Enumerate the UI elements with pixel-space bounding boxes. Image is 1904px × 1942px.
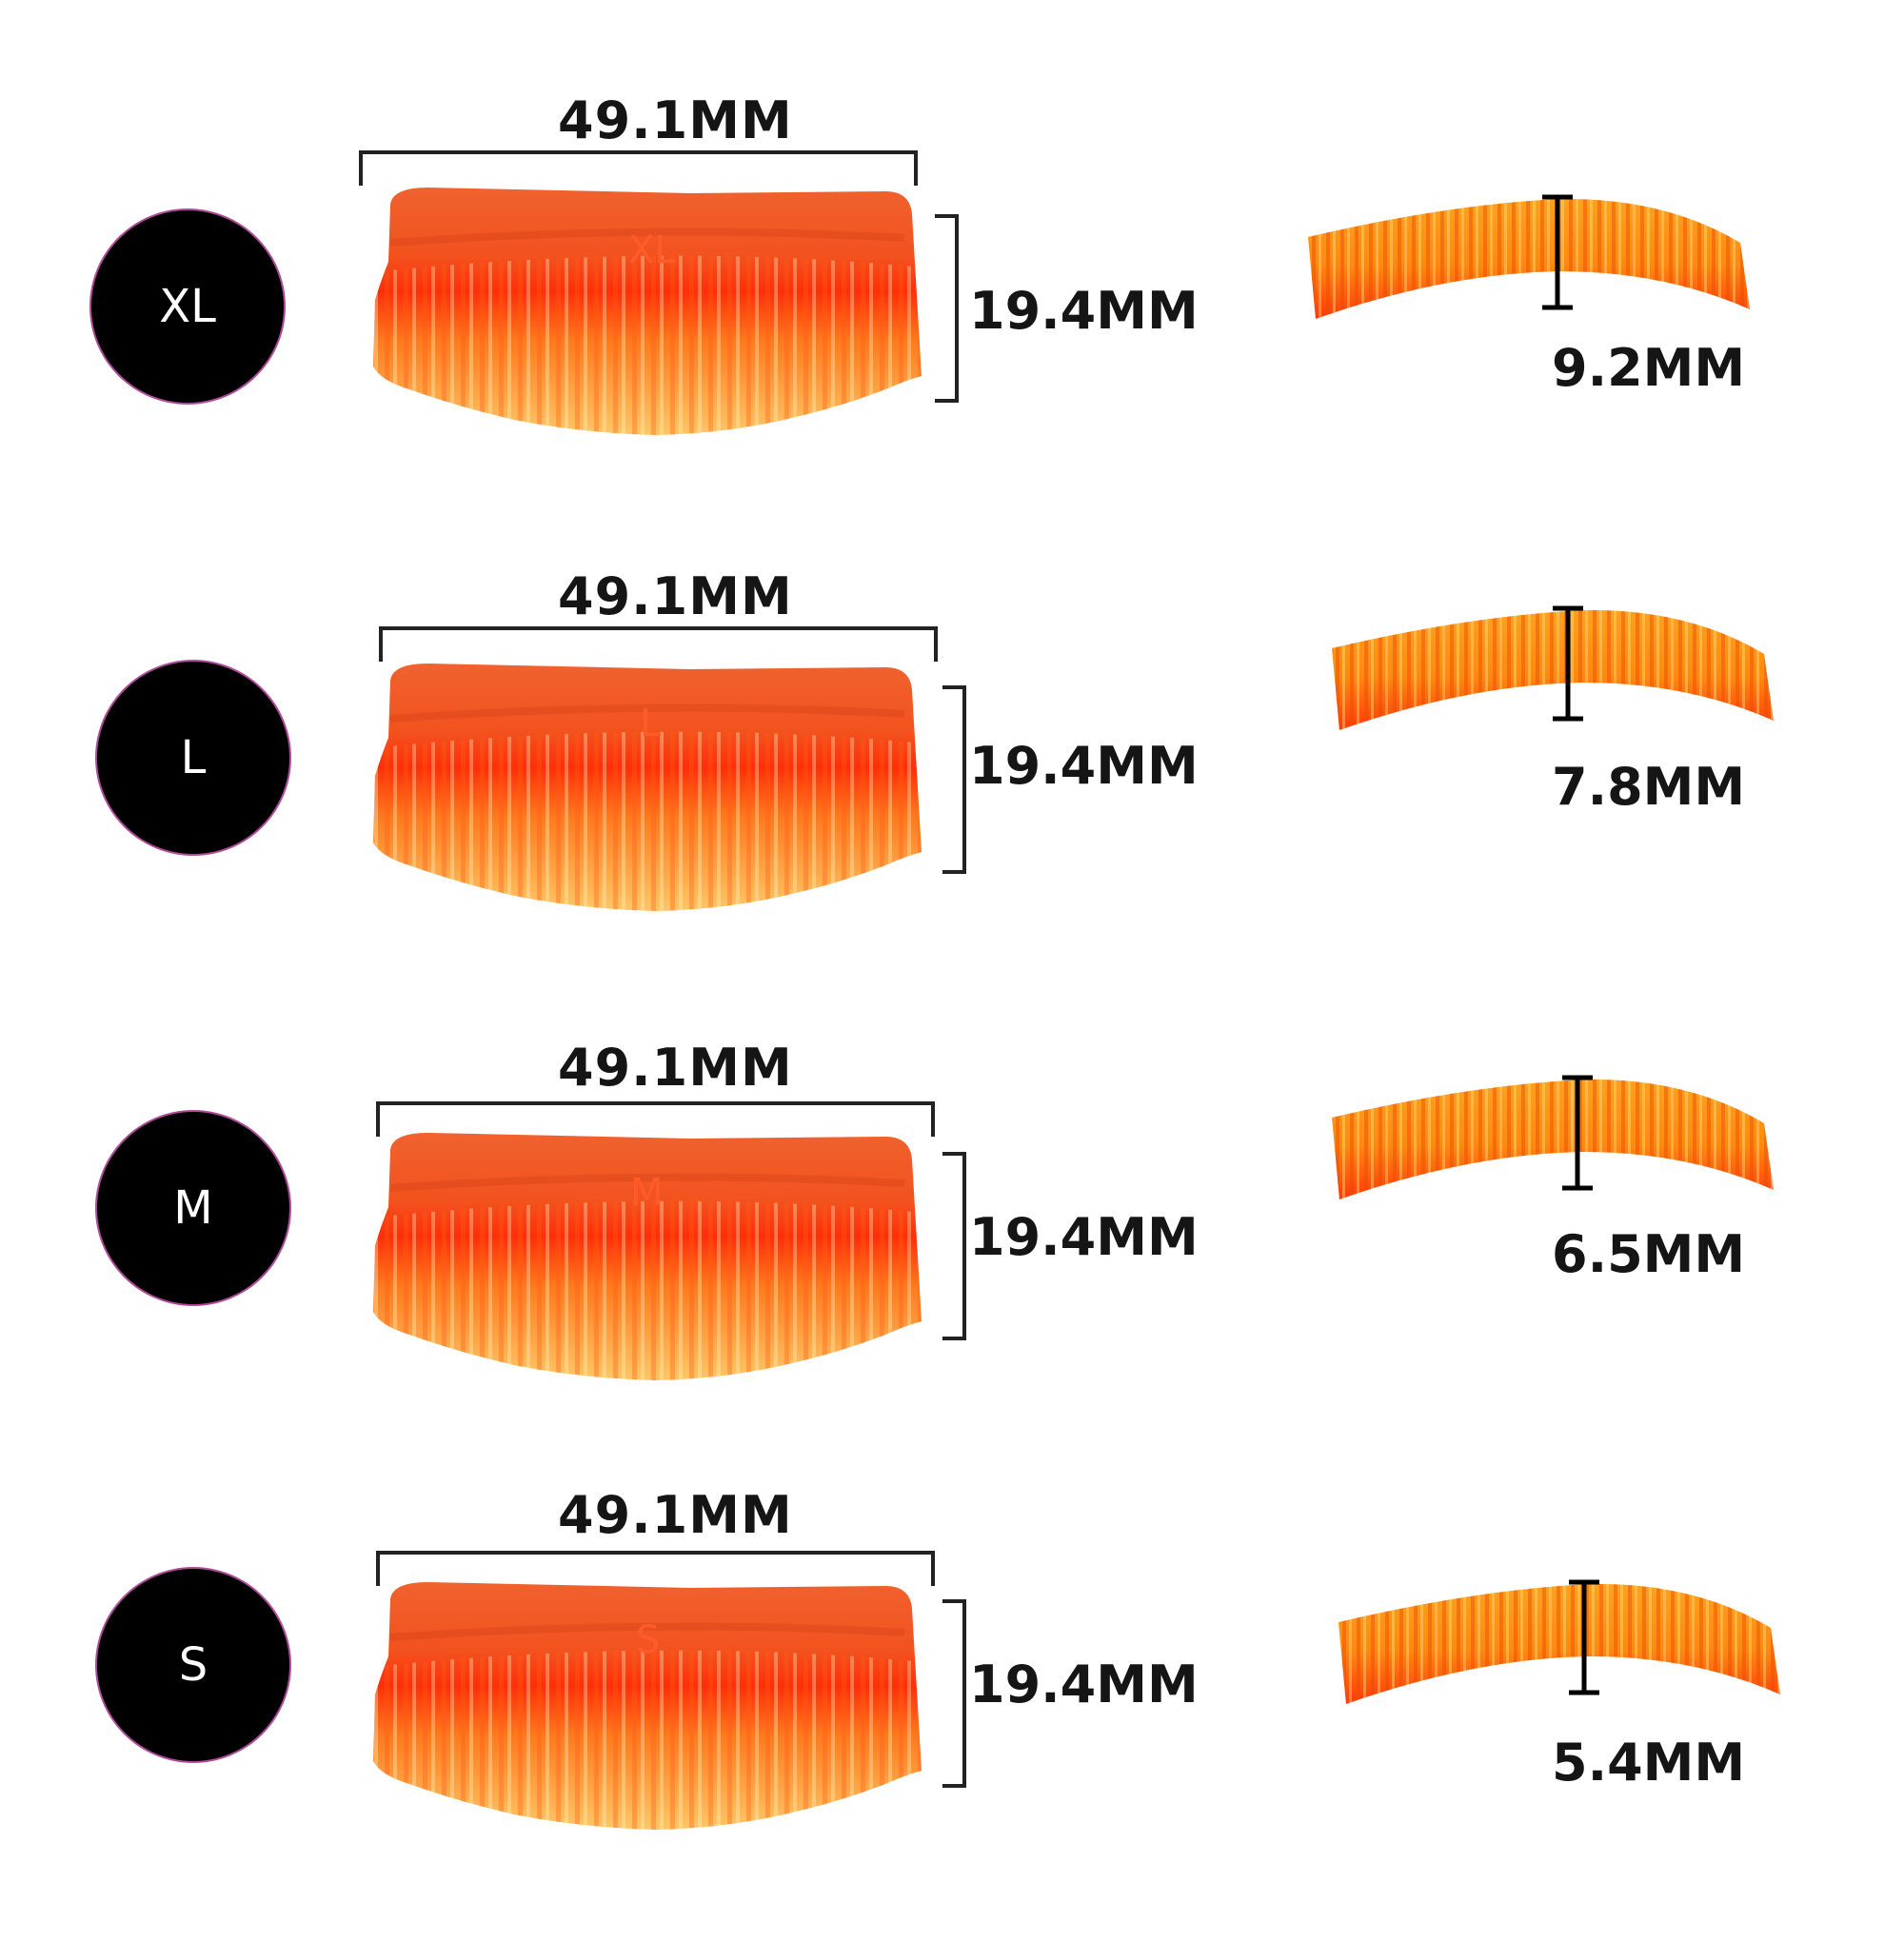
size-row-xl: XL 49.1MM XL 19.4MM 9.2MM [0, 90, 1904, 547]
height-label: 19.4MM [969, 1655, 1199, 1714]
thickness-label: 7.8MM [1552, 757, 1746, 817]
size-badge: XL [91, 210, 284, 403]
width-label: 49.1MM [558, 1485, 793, 1545]
height-bracket [942, 1599, 966, 1788]
lash-pad-side-view [1339, 1579, 1780, 1704]
lash-pad-front-view [371, 662, 942, 909]
width-bracket [376, 1101, 935, 1137]
lash-pad-side-view [1332, 605, 1774, 730]
width-label: 49.1MM [558, 1038, 793, 1098]
size-badge: M [97, 1112, 289, 1304]
size-badge: L [97, 662, 289, 854]
width-bracket [359, 150, 918, 186]
height-bracket [935, 214, 959, 403]
lash-pad-front-view [371, 1131, 942, 1378]
lash-pad-side-view [1308, 194, 1750, 319]
height-label: 19.4MM [969, 281, 1199, 341]
lash-pad-front-view [371, 186, 942, 433]
height-bracket [942, 1152, 966, 1340]
thickness-label: 6.5MM [1552, 1224, 1746, 1284]
width-label: 49.1MM [558, 566, 793, 626]
pad-size-mark: S [636, 1618, 661, 1662]
height-bracket [942, 685, 966, 874]
thickness-label: 5.4MM [1552, 1733, 1746, 1793]
lash-pad-side-view [1332, 1075, 1774, 1199]
size-row-l: L 49.1MM L 19.4MM 7.8MM [0, 566, 1904, 1023]
pad-size-mark: L [640, 702, 662, 745]
height-label: 19.4MM [969, 736, 1199, 796]
pad-size-mark: XL [628, 228, 676, 272]
height-label: 19.4MM [969, 1207, 1199, 1267]
lash-pad-front-view [371, 1580, 942, 1828]
size-badge: S [97, 1569, 289, 1761]
pad-size-mark: M [630, 1171, 664, 1215]
size-row-m: M 49.1MM M 19.4MM 6.5MM [0, 1038, 1904, 1495]
thickness-label: 9.2MM [1552, 338, 1746, 398]
width-label: 49.1MM [558, 90, 793, 150]
width-bracket [376, 1551, 935, 1586]
size-row-s: S 49.1MM S 19.4MM 5.4MM [0, 1485, 1904, 1942]
width-bracket [379, 626, 938, 662]
